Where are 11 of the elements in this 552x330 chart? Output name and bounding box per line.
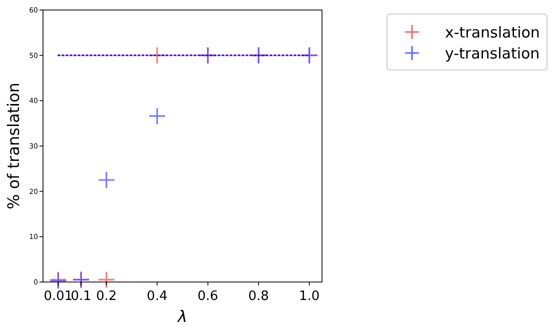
x-tick-label: 0.01 <box>44 289 73 304</box>
legend-label: y-translation <box>445 44 540 62</box>
x-tick-label: 0.6 <box>198 289 218 304</box>
x-tick-label: 0.4 <box>146 289 168 304</box>
x-tick-label: 0.1 <box>70 289 92 304</box>
x-tick-label: 1.0 <box>298 289 320 304</box>
legend-label: x-translation <box>445 23 540 42</box>
x-axis-title: λ <box>176 307 188 326</box>
y-axis-title: % of translation <box>4 82 23 210</box>
x-tick-label: 0.2 <box>96 289 117 304</box>
x-tick-label: 0.8 <box>248 289 269 304</box>
